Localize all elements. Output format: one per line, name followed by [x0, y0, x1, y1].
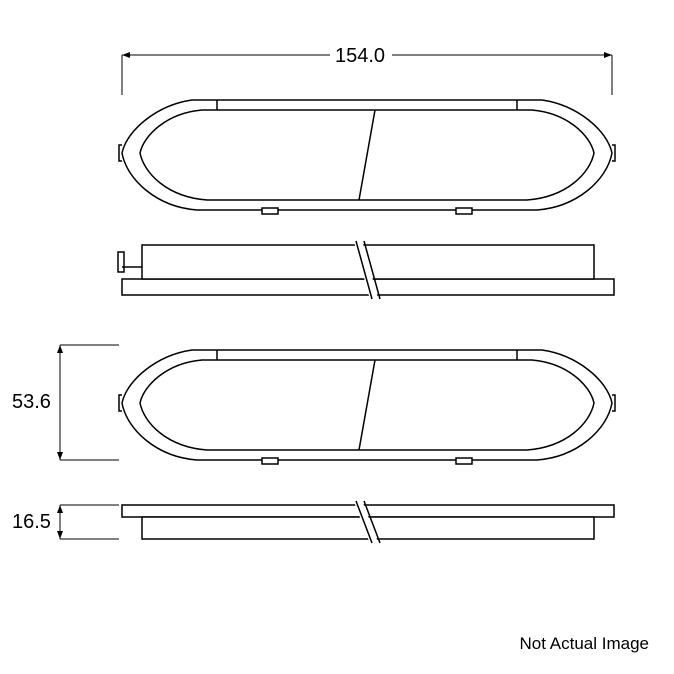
- caption-text: Not Actual Image: [520, 634, 649, 654]
- width-value: 154.0: [335, 45, 385, 67]
- side-profile: [118, 241, 614, 299]
- top-pad-face: [119, 100, 615, 214]
- thickness-value: 16.5: [12, 511, 51, 533]
- thickness-dimension: 16.5: [12, 505, 119, 539]
- bottom-pad-face: [119, 350, 615, 464]
- height-dimension: 53.6: [12, 345, 119, 460]
- width-dimension: 154.0: [122, 42, 612, 95]
- technical-drawing: 154.0: [0, 0, 674, 640]
- height-value: 53.6: [12, 391, 51, 413]
- bottom-side-profile: [122, 501, 614, 543]
